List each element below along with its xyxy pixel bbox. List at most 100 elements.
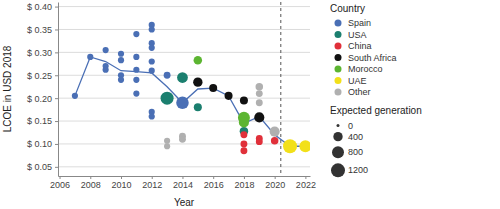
point (164, 143, 170, 149)
grid-line (58, 143, 310, 144)
y-tick-mark (55, 98, 58, 99)
size-legend-circle (333, 132, 342, 141)
grid-line (58, 29, 310, 30)
point (225, 92, 233, 100)
x-tick-mark (121, 176, 122, 179)
point (193, 77, 202, 86)
y-tick-label: $ 0.20 (27, 94, 52, 104)
point (271, 137, 278, 144)
y-tick: $ 0.10 (27, 139, 58, 149)
point (209, 84, 217, 92)
x-tick-label: 2006 (50, 180, 70, 190)
point (179, 136, 186, 143)
x-tick-label: 2016 (204, 180, 224, 190)
point (118, 57, 124, 63)
point (133, 67, 139, 73)
x-tick: 2020 (265, 176, 285, 190)
x-tick-mark (90, 176, 91, 179)
grid-line (58, 121, 310, 122)
y-tick-label: $ 0.05 (27, 162, 52, 172)
y-tick-label: $ 0.10 (27, 139, 52, 149)
y-tick-mark (55, 144, 58, 145)
point (299, 140, 310, 152)
size-legend-title: Expected generation (330, 105, 422, 116)
point (239, 117, 249, 127)
legend-label: UAE (348, 76, 367, 86)
point (149, 26, 155, 32)
y-tick-label: $ 0.25 (27, 71, 52, 81)
x-tick-label: 2012 (142, 180, 162, 190)
series-points (193, 77, 264, 122)
size-legend-label: 400 (348, 132, 363, 142)
legend-swatch (335, 20, 342, 27)
point (240, 147, 247, 154)
series-points (283, 139, 310, 153)
x-tick-mark (60, 176, 61, 179)
x-tick-mark (275, 176, 276, 179)
legend-swatch (335, 77, 342, 84)
y-tick: $ 0.40 (27, 2, 58, 12)
y-tick: $ 0.25 (27, 71, 58, 81)
point (254, 112, 264, 122)
legend-swatch (335, 66, 342, 73)
y-tick-mark (55, 7, 58, 8)
point (164, 138, 170, 144)
x-tick-mark (244, 176, 245, 179)
point (256, 83, 263, 90)
legend: CountrySpainUSAChinaSouth AfricaMoroccoU… (330, 3, 422, 177)
x-tick-mark (305, 176, 306, 179)
x-tick-mark (152, 176, 153, 179)
point (149, 58, 155, 64)
point (149, 45, 155, 51)
x-tick: 2006 (50, 176, 70, 190)
y-tick-label: $ 0.30 (27, 48, 52, 58)
point (118, 51, 124, 57)
point (240, 141, 247, 148)
size-legend-circle (337, 124, 340, 127)
series-points (161, 72, 249, 135)
reference-line (280, 2, 281, 176)
x-tick-label: 2020 (265, 180, 285, 190)
size-legend-label: 1200 (348, 165, 368, 175)
x-tick: 2022 (296, 176, 316, 190)
x-tick: 2008 (81, 176, 101, 190)
x-tick-mark (213, 176, 214, 179)
trend-line (75, 57, 305, 146)
y-tick: $ 0.20 (27, 94, 58, 104)
y-tick-label: $ 0.35 (27, 25, 52, 35)
grid-line (58, 166, 310, 167)
y-tick-mark (55, 75, 58, 76)
y-tick-mark (55, 29, 58, 30)
grid-line (58, 6, 310, 7)
x-axis-line (59, 176, 311, 177)
point (176, 96, 189, 109)
x-tick: 2012 (142, 176, 162, 190)
x-tick-label: 2010 (111, 180, 131, 190)
legend-title: Country (330, 3, 365, 14)
point (240, 96, 248, 104)
legend-swatch (335, 31, 342, 38)
size-legend-circle (331, 163, 345, 177)
point (283, 139, 297, 153)
point (118, 77, 124, 83)
size-legend-label: 0 (348, 121, 353, 131)
point (256, 99, 263, 106)
point (164, 72, 171, 79)
size-legend-label: 800 (348, 147, 363, 157)
x-axis: 200620082010201220142016201820202022 (50, 176, 316, 190)
plot-area (72, 2, 310, 176)
legend-swatch (335, 89, 342, 96)
point (194, 103, 202, 111)
point (103, 47, 109, 53)
legend-label: China (348, 41, 372, 51)
point (133, 90, 139, 96)
point (133, 77, 139, 83)
legend-label: Other (348, 87, 371, 97)
x-tick-label: 2018 (234, 180, 254, 190)
y-tick: $ 0.30 (27, 48, 58, 58)
point (256, 138, 263, 145)
x-tick: 2018 (234, 176, 254, 190)
point (161, 92, 174, 105)
y-axis-line (58, 3, 59, 177)
point (133, 54, 139, 60)
